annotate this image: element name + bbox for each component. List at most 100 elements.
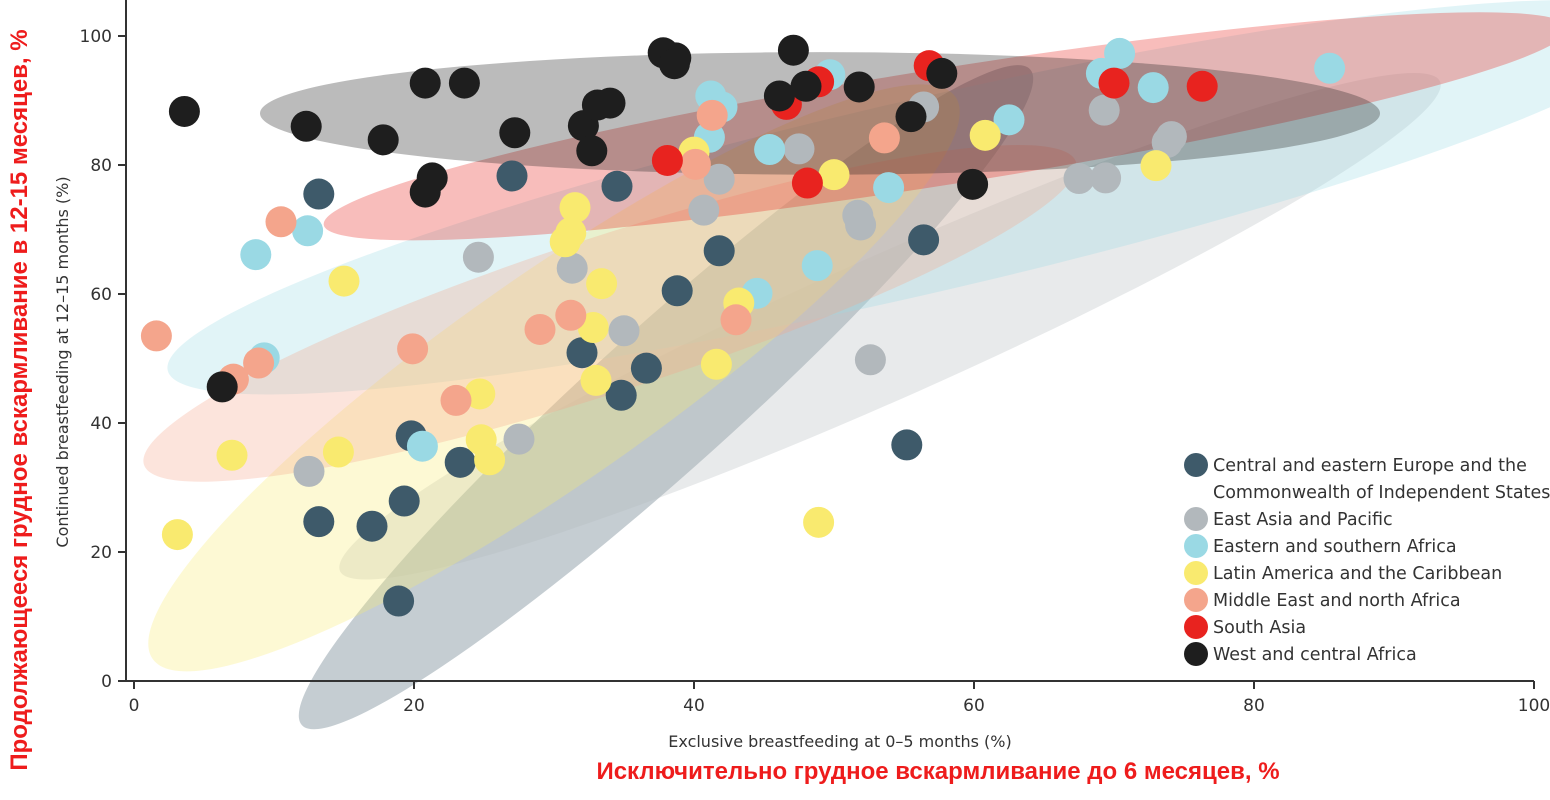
data-point	[586, 268, 618, 300]
data-point	[206, 371, 238, 403]
x-tick-label: 60	[963, 696, 985, 716]
data-point	[444, 446, 476, 478]
cluster-ellipse	[339, 72, 1441, 580]
data-point	[703, 163, 735, 195]
y-tick-label: 20	[90, 543, 112, 563]
data-point	[873, 172, 905, 204]
data-point	[292, 215, 324, 247]
data-point	[601, 170, 633, 202]
data-point	[763, 80, 795, 112]
data-point	[957, 168, 989, 200]
data-point	[651, 144, 683, 176]
data-point	[397, 333, 429, 365]
data-point	[703, 235, 735, 267]
x-axis-title: Exclusive breastfeeding at 0–5 months (%…	[668, 732, 1011, 751]
data-point	[503, 423, 535, 455]
data-point	[168, 95, 200, 127]
data-point	[1098, 67, 1130, 99]
cluster-ellipse	[143, 144, 1077, 482]
data-point	[328, 265, 360, 297]
y-axis-title: Continued breastfeeding at 12–15 months …	[53, 176, 72, 547]
data-point	[777, 34, 809, 66]
cluster-ellipse	[323, 12, 1550, 241]
y-axis-title-translation: Продолжающееся грудное вскармливание в 1…	[6, 29, 33, 770]
data-point	[688, 194, 720, 226]
data-points	[140, 34, 1346, 617]
data-point	[608, 315, 640, 347]
data-point	[462, 241, 494, 273]
data-point	[1090, 162, 1122, 194]
legend-marker	[1184, 561, 1208, 585]
data-point	[1140, 150, 1172, 182]
legend-label: West and central Africa	[1213, 645, 1417, 665]
x-tick-label: 0	[129, 696, 140, 716]
legend-marker	[1184, 588, 1208, 612]
data-point	[293, 455, 325, 487]
data-point	[1088, 94, 1120, 126]
data-point	[356, 510, 388, 542]
y-tick-label: 60	[90, 285, 112, 305]
cluster-ellipse	[167, 0, 1550, 395]
data-point	[265, 206, 297, 238]
y-tick-label: 100	[80, 27, 112, 47]
data-point	[854, 344, 886, 376]
legend: Central and eastern Europe and the Common…	[1184, 453, 1550, 666]
data-point	[801, 250, 833, 282]
data-point	[290, 110, 322, 142]
data-point	[409, 67, 441, 99]
data-point	[580, 364, 612, 396]
legend-label: East Asia and Pacific	[1213, 510, 1393, 530]
x-tick-label: 100	[1518, 696, 1550, 716]
data-point	[566, 337, 598, 369]
data-point	[303, 178, 335, 210]
data-point	[791, 167, 823, 199]
data-point	[524, 313, 556, 345]
data-point	[440, 384, 472, 416]
legend-marker	[1184, 615, 1208, 639]
data-point	[496, 160, 528, 192]
axes	[125, 0, 1534, 682]
data-point	[161, 519, 193, 551]
x-tick-label: 40	[683, 696, 705, 716]
legend-label: South Asia	[1213, 618, 1306, 638]
y-tick-label: 80	[90, 156, 112, 176]
legend-label: Latin America and the Caribbean	[1213, 564, 1502, 584]
data-point	[140, 320, 172, 352]
data-point	[409, 176, 441, 208]
x-axis-title-translation: Исключительно грудное вскармливание до 6…	[596, 758, 1279, 785]
data-point	[700, 348, 732, 380]
data-point	[783, 133, 815, 165]
data-point	[406, 430, 438, 462]
legend-label: Eastern and southern Africa	[1213, 537, 1457, 557]
data-point	[908, 224, 940, 256]
data-point	[630, 352, 662, 384]
data-point	[555, 299, 587, 331]
x-tick-label: 80	[1243, 696, 1265, 716]
data-point	[549, 226, 581, 258]
data-point	[243, 347, 275, 379]
data-point	[895, 101, 927, 133]
axis-ticks: 0 20 40 60 80 100 0 20 40 60 80 100	[80, 27, 1550, 716]
cluster-ellipse	[148, 84, 960, 672]
data-point	[993, 104, 1025, 136]
data-point	[1186, 70, 1218, 102]
data-point	[679, 148, 711, 180]
data-point	[240, 239, 272, 271]
data-point	[605, 379, 637, 411]
data-point	[322, 436, 354, 468]
legend-marker	[1184, 534, 1208, 558]
cluster-ellipses	[143, 0, 1550, 730]
data-point	[720, 304, 752, 336]
data-point	[696, 99, 728, 131]
data-point	[1063, 163, 1095, 195]
data-point	[1137, 72, 1169, 104]
legend-marker	[1184, 507, 1208, 531]
data-point	[576, 135, 608, 167]
data-point	[388, 485, 420, 517]
legend-label: Central and eastern Europe and the	[1213, 456, 1527, 476]
data-point	[868, 122, 900, 154]
data-point	[818, 159, 850, 191]
data-point	[1104, 37, 1136, 69]
y-tick-label: 40	[90, 414, 112, 434]
